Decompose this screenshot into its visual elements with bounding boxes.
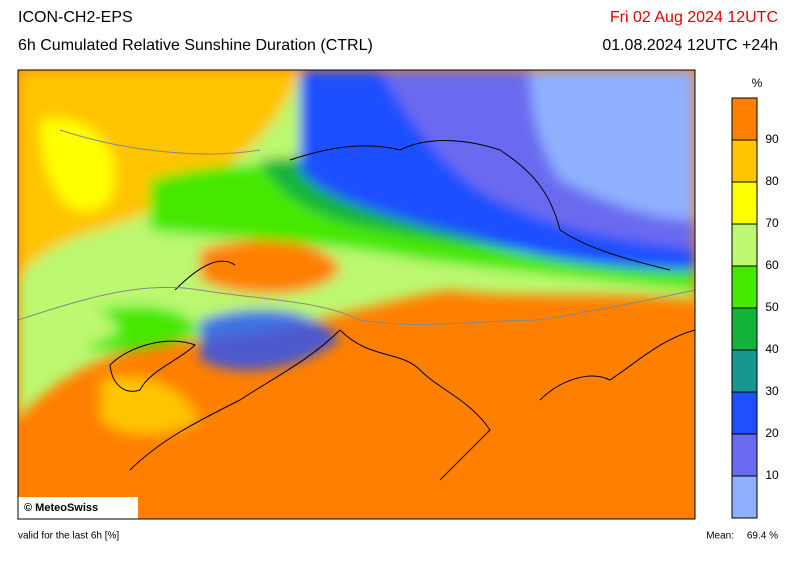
map-frame xyxy=(17,69,696,520)
mean-label: Mean: xyxy=(706,531,734,542)
valid-date: Fri 02 Aug 2024 12UTC xyxy=(610,9,778,26)
colorbar-tick-label: 20 xyxy=(765,426,779,440)
colorbar-band xyxy=(732,140,757,182)
colorbar-band xyxy=(732,392,757,434)
colorbar-tick-label: 50 xyxy=(765,300,779,314)
colorbar-tick-label: 10 xyxy=(765,468,779,482)
model-name: ICON-CH2-EPS xyxy=(18,9,133,26)
colorbar-tick-label: 70 xyxy=(765,216,779,230)
validity: valid for the last 6h [%] xyxy=(18,531,119,542)
colorbar-band xyxy=(732,266,757,308)
colorbar: 10 20 30 40 50 60 70 80 90 xyxy=(731,97,779,519)
colorbar-tick-label: 40 xyxy=(765,342,779,356)
colorbar-band xyxy=(732,182,757,224)
colorbar-band xyxy=(732,350,757,392)
colorbar-tick-label: 60 xyxy=(765,258,779,272)
colorbar-tick-label: 90 xyxy=(765,132,779,146)
colorbar-band xyxy=(732,434,757,476)
colorbar-band xyxy=(732,476,757,518)
colorbar-tick-label: 80 xyxy=(765,174,779,188)
map: © MeteoSwiss xyxy=(18,70,695,519)
colorbar-band xyxy=(732,98,757,140)
mean-value: 69.4 % xyxy=(747,531,778,542)
run-time: 01.08.2024 12UTC +24h xyxy=(602,37,778,54)
copyright: © MeteoSwiss xyxy=(24,502,98,514)
colorbar-unit: % xyxy=(752,76,763,90)
map-title: 6h Cumulated Relative Sunshine Duration … xyxy=(18,37,373,54)
colorbar-tick-label: 30 xyxy=(765,384,779,398)
colorbar-band xyxy=(732,308,757,350)
colorbar-band xyxy=(732,224,757,266)
